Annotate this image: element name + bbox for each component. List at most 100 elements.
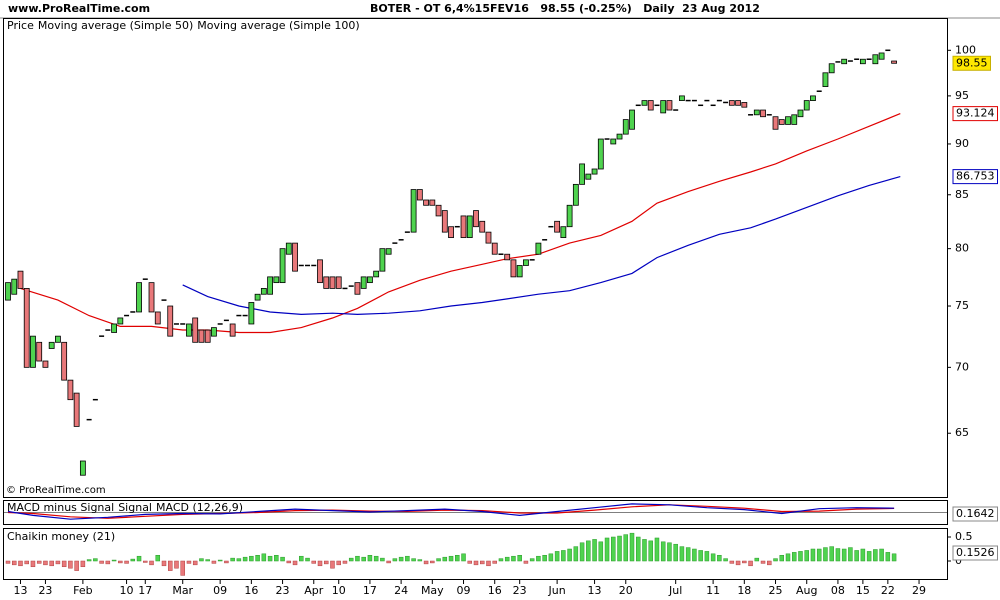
chaikin-bar xyxy=(255,554,260,562)
candle xyxy=(435,204,442,217)
candle xyxy=(148,282,155,313)
candle xyxy=(17,270,24,289)
x-tick-label: 15 xyxy=(856,584,870,597)
candle xyxy=(285,242,292,255)
chaikin-bar xyxy=(829,546,834,562)
candle xyxy=(30,335,36,368)
chaikin-bar xyxy=(835,548,841,562)
candle xyxy=(260,288,267,295)
candle xyxy=(354,282,361,295)
chaikin-bar xyxy=(380,557,385,562)
chaikin-bar xyxy=(554,551,560,562)
candle xyxy=(841,58,848,65)
x-tick-label: 09 xyxy=(457,584,471,597)
candle xyxy=(791,114,798,125)
x-tick-label: 23 xyxy=(38,584,52,597)
candle xyxy=(79,460,86,476)
y-tick-label: 65 xyxy=(955,426,969,439)
x-tick-label: 18 xyxy=(737,584,751,597)
chaikin-bar xyxy=(242,556,248,562)
chaikin-bar xyxy=(180,560,185,576)
candle xyxy=(572,183,579,206)
candle xyxy=(878,52,885,60)
last-value-box xyxy=(952,106,998,122)
candle xyxy=(753,109,760,116)
chaikin-bar xyxy=(673,543,678,562)
x-tick-label: 17 xyxy=(363,584,377,597)
candle xyxy=(629,109,635,130)
macd-line xyxy=(7,503,895,520)
x-tick-label: 23 xyxy=(513,584,527,597)
copyright: © ProRealTime.com xyxy=(6,485,106,496)
candle xyxy=(891,60,897,64)
last-value-box xyxy=(952,169,998,185)
chart-title: BOTER - OT 6,4%15FEV16 98.55 (-0.25%) Da… xyxy=(370,2,760,15)
chaikin-bar xyxy=(860,548,866,562)
chaikin-bar xyxy=(492,560,497,564)
candle xyxy=(591,168,598,175)
chaikin-bar xyxy=(448,555,454,562)
chaikin-bar xyxy=(174,560,179,569)
chaikin-bar xyxy=(398,556,404,562)
x-tick-label: 16 xyxy=(488,584,502,597)
chaikin-bar xyxy=(124,560,129,564)
chaikin-bar xyxy=(685,547,691,562)
candle xyxy=(660,100,667,114)
candle xyxy=(136,282,142,313)
candle xyxy=(473,210,479,228)
candle xyxy=(679,95,685,101)
chaikin-bar xyxy=(205,559,210,562)
candle xyxy=(410,189,417,233)
chaikin-bar xyxy=(579,542,585,562)
candle xyxy=(379,248,386,272)
candle xyxy=(516,265,523,278)
panel-title: Chaikin money (21) xyxy=(7,530,115,543)
candle xyxy=(55,335,61,343)
chaikin-bar xyxy=(261,553,267,562)
chaikin-bar xyxy=(348,557,354,562)
candle xyxy=(810,95,816,101)
chaikin-bar xyxy=(586,540,591,562)
candle xyxy=(797,109,804,118)
chaikin-bar xyxy=(43,560,48,566)
candle xyxy=(423,199,429,206)
candle xyxy=(48,341,55,349)
candle xyxy=(5,282,11,301)
x-tick-label: 16 xyxy=(244,584,258,597)
chaikin-bar xyxy=(729,560,735,564)
chaikin-bar xyxy=(49,560,54,567)
chaikin-bar xyxy=(798,551,803,562)
chaikin-bar xyxy=(392,558,398,562)
chaikin-bar xyxy=(280,556,285,562)
chaikin-bar xyxy=(18,560,23,567)
chaikin-bar xyxy=(130,558,136,562)
candle xyxy=(273,276,280,284)
chaikin-bar xyxy=(810,548,816,562)
candle xyxy=(323,276,330,289)
chaikin-bar xyxy=(567,548,572,562)
chaikin-bar xyxy=(785,553,791,562)
chaikin-bar xyxy=(573,546,579,562)
chaikin-bar xyxy=(473,560,479,566)
chaikin-bar xyxy=(199,558,204,562)
x-tick-label: 08 xyxy=(831,584,845,597)
x-tick-label: 29 xyxy=(912,584,926,597)
chaikin-bar xyxy=(791,552,797,562)
y-tick-label: 85 xyxy=(955,188,969,201)
x-tick-label: Jul xyxy=(668,584,682,597)
chaikin-bar xyxy=(217,559,223,562)
x-tick-label: 09 xyxy=(213,584,227,597)
candle xyxy=(186,323,192,337)
chaikin-bar xyxy=(111,559,117,562)
last-value-box xyxy=(952,545,998,561)
chaikin-bar xyxy=(461,553,466,562)
chaikin-bar xyxy=(723,558,728,562)
chaikin-bar xyxy=(5,560,11,564)
candle xyxy=(466,215,473,239)
chaikin-bar xyxy=(167,560,173,571)
candle xyxy=(23,288,30,368)
candle xyxy=(67,379,74,401)
last-value-label: 0.1526 xyxy=(956,546,995,559)
y-tick-label: 0.5 xyxy=(955,530,973,543)
chaikin-bar xyxy=(99,560,104,564)
